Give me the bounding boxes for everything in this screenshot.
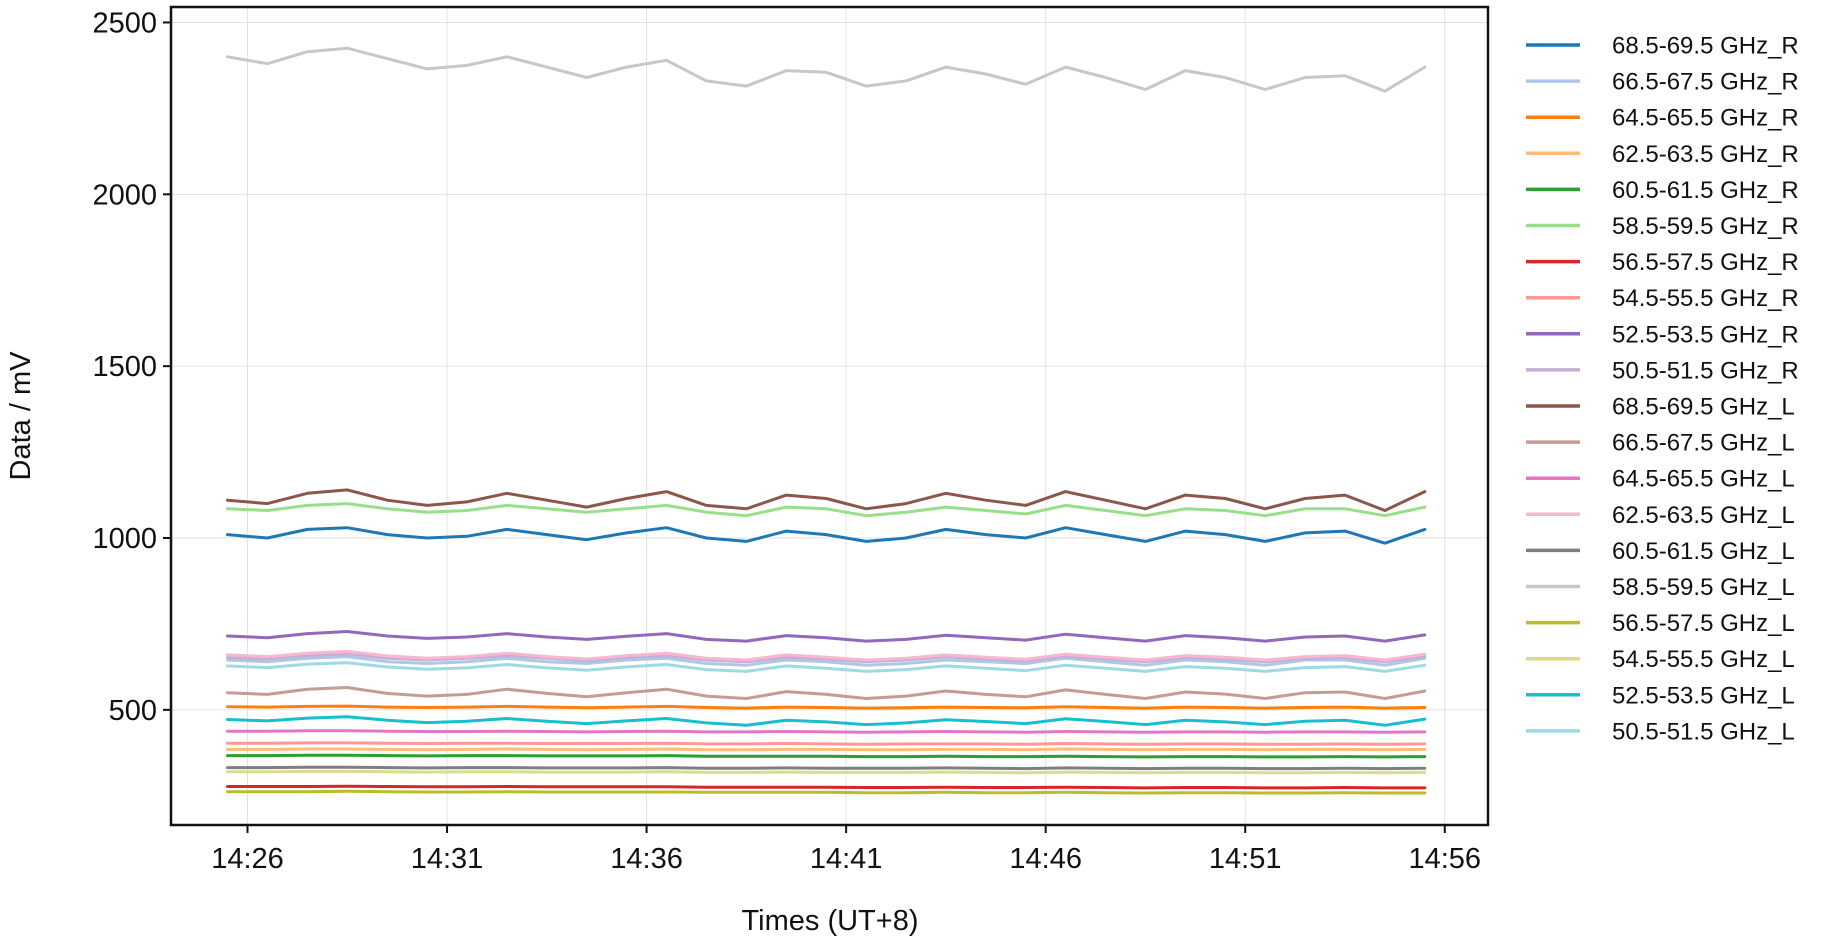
x-tick-label: 14:46 <box>1009 843 1082 875</box>
series-line-2 <box>226 704 1427 710</box>
series-line-15 <box>226 46 1427 93</box>
x-tick-label: 14:41 <box>810 843 883 875</box>
y-tick-label: 500 <box>109 695 157 727</box>
series-line-18 <box>226 715 1427 727</box>
x-tick-label: 14:36 <box>610 843 683 875</box>
legend: 68.5-69.5 GHz_R 66.5-67.5 GHz_R 64.5-65.5 … <box>1526 33 1799 745</box>
series-line-12 <box>226 729 1427 734</box>
legend-label: 60.5-61.5 GHz_L <box>1612 538 1795 565</box>
series-line-8 <box>226 630 1427 643</box>
series-line-11 <box>226 686 1427 700</box>
series-line-16 <box>226 789 1427 795</box>
series-line-19 <box>226 661 1427 673</box>
series-line-0 <box>226 526 1427 545</box>
plot-frame <box>169 5 1490 827</box>
legend-label: 52.5-53.5 GHz_R <box>1612 321 1799 348</box>
legend-label: 50.5-51.5 GHz_L <box>1612 718 1795 745</box>
legend-label: 50.5-51.5 GHz_R <box>1612 357 1799 384</box>
legend-label: 56.5-57.5 GHz_R <box>1612 249 1799 276</box>
legend-label: 52.5-53.5 GHz_L <box>1612 682 1795 709</box>
series-line-3 <box>226 747 1427 752</box>
series-line-13 <box>226 649 1427 662</box>
series-line-17 <box>226 769 1427 775</box>
series-line-1 <box>226 655 1427 667</box>
x-tick-label: 14:31 <box>411 843 484 875</box>
legend-label: 58.5-59.5 GHz_L <box>1612 574 1795 601</box>
legend-label: 66.5-67.5 GHz_R <box>1612 69 1799 96</box>
x-tick-label: 14:26 <box>211 843 284 875</box>
legend-label: 68.5-69.5 GHz_R <box>1612 33 1799 60</box>
x-tick-label: 14:56 <box>1408 843 1481 875</box>
series-line-5 <box>226 502 1427 518</box>
legend-label: 54.5-55.5 GHz_L <box>1612 646 1795 673</box>
legend-label: 60.5-61.5 GHz_R <box>1612 177 1799 204</box>
series-line-9 <box>226 652 1427 664</box>
legend-label: 62.5-63.5 GHz_R <box>1612 141 1799 168</box>
y-axis-label: Data / mV <box>5 351 37 481</box>
y-tick-label: 2000 <box>92 179 157 211</box>
series-line-6 <box>226 784 1427 790</box>
y-tick-label: 2500 <box>92 7 157 39</box>
grid-layer <box>171 7 1488 825</box>
legend-label: 62.5-63.5 GHz_L <box>1612 502 1795 529</box>
legend-label: 58.5-59.5 GHz_R <box>1612 213 1799 240</box>
series-line-7 <box>226 741 1427 746</box>
legend-label: 64.5-65.5 GHz_R <box>1612 105 1799 132</box>
x-axis-ticks: 14:26 14:31 14:36 14:41 14:46 14:51 14:56 <box>211 825 1481 875</box>
legend-label: 54.5-55.5 GHz_R <box>1612 285 1799 312</box>
legend-label: 68.5-69.5 GHz_L <box>1612 394 1795 421</box>
y-axis-ticks: 500 1000 1500 2000 2500 <box>92 7 171 727</box>
legend-label: 64.5-65.5 GHz_L <box>1612 466 1795 493</box>
y-tick-label: 1500 <box>92 351 157 383</box>
y-tick-label: 1000 <box>92 523 157 555</box>
series-line-14 <box>226 765 1427 771</box>
legend-label: 66.5-67.5 GHz_L <box>1612 430 1795 457</box>
series-line-10 <box>226 488 1427 512</box>
series-layer <box>226 46 1427 795</box>
series-line-4 <box>226 753 1427 759</box>
legend-label: 56.5-57.5 GHz_L <box>1612 610 1795 637</box>
x-axis-label: Times (UT+8) <box>742 905 919 937</box>
x-tick-label: 14:51 <box>1209 843 1282 875</box>
